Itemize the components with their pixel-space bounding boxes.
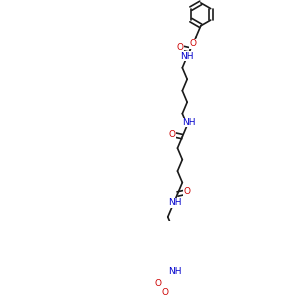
- Text: O: O: [177, 43, 184, 52]
- Text: NH: NH: [180, 52, 194, 61]
- Text: O: O: [184, 187, 191, 196]
- Text: NH: NH: [168, 198, 182, 207]
- Text: NH: NH: [182, 118, 196, 127]
- Text: O: O: [169, 130, 176, 139]
- Text: NH: NH: [168, 267, 182, 276]
- Text: O: O: [190, 39, 196, 48]
- Text: O: O: [161, 288, 168, 297]
- Text: O: O: [154, 279, 161, 288]
